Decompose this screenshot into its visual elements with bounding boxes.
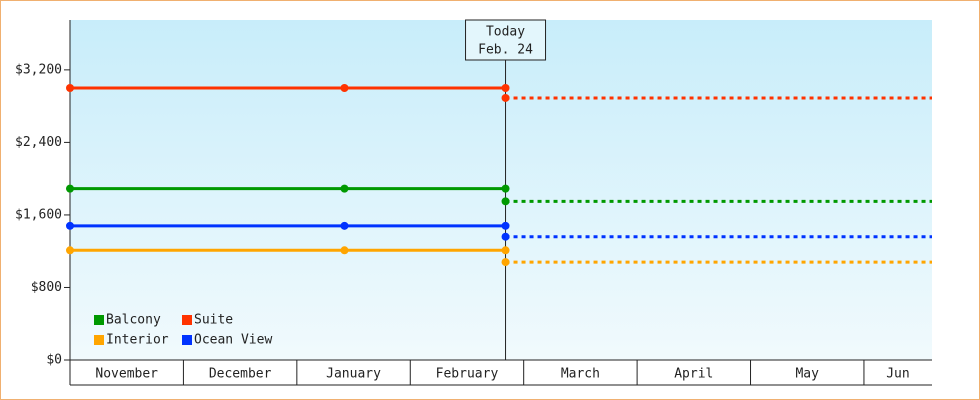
legend-label: Ocean View (194, 333, 272, 348)
legend-label: Interior (106, 333, 169, 348)
legend-label: Balcony (106, 313, 161, 328)
forecast-point (501, 93, 510, 102)
y-tick-label: $800 (31, 280, 62, 295)
legend-swatch (94, 315, 104, 325)
x-tick-label: December (209, 367, 272, 382)
forecast-point (501, 258, 510, 267)
point (66, 246, 74, 255)
x-tick-label: April (674, 367, 713, 382)
point (340, 221, 349, 230)
x-tick-label: Jun (886, 367, 909, 382)
point (66, 84, 74, 92)
x-tick-label: January (326, 367, 381, 382)
y-tick-label: $1,600 (15, 207, 62, 222)
y-tick-label: $0 (46, 353, 62, 368)
x-tick-label: May (795, 367, 819, 382)
point (340, 246, 349, 255)
x-tick-label: November (95, 367, 158, 382)
legend-swatch (182, 335, 192, 345)
point (66, 184, 74, 193)
y-tick-label: $3,200 (15, 62, 62, 77)
legend-swatch (94, 335, 104, 345)
point (501, 246, 510, 255)
point (501, 221, 510, 230)
forecast-point (501, 232, 510, 241)
y-tick-label: $2,400 (15, 135, 62, 150)
point (501, 84, 510, 92)
point (340, 184, 349, 193)
forecast-point (501, 197, 510, 206)
point (501, 184, 510, 193)
today-box (465, 19, 547, 61)
point (340, 84, 349, 92)
today-label: Today (486, 25, 525, 40)
point (66, 221, 74, 230)
legend-swatch (182, 315, 192, 325)
x-tick-label: February (436, 367, 499, 382)
legend-label: Suite (194, 313, 233, 328)
today-label: Feb. 24 (478, 43, 533, 58)
x-tick-label: March (561, 367, 600, 382)
